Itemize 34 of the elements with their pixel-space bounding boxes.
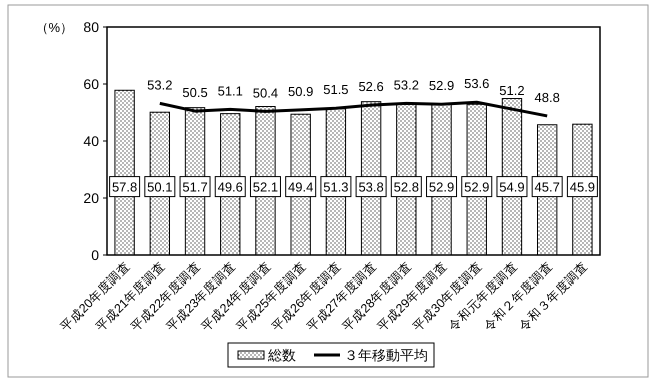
data-label: 53.8 xyxy=(358,180,384,195)
data-label: 54.9 xyxy=(499,180,525,195)
data-label: 50.5 xyxy=(182,85,208,100)
data-label: 51.3 xyxy=(323,180,349,195)
legend-label: ３年移動平均 xyxy=(344,347,428,363)
data-label: 52.9 xyxy=(464,180,490,195)
data-label: 50.4 xyxy=(252,85,278,100)
data-label: 52.8 xyxy=(394,180,419,195)
data-label: 53.2 xyxy=(394,77,419,92)
data-label: 52.9 xyxy=(428,180,454,195)
y-axis-title: （%） xyxy=(35,20,73,35)
data-label: 53.6 xyxy=(464,76,490,92)
data-label: 50.9 xyxy=(288,84,314,99)
data-label: 51.5 xyxy=(323,82,349,98)
data-label: 49.4 xyxy=(288,180,314,195)
data-label: 50.1 xyxy=(147,180,172,195)
data-label: 57.8 xyxy=(112,180,138,195)
y-tick-label: 20 xyxy=(83,190,100,206)
data-label: 48.8 xyxy=(534,90,560,105)
data-label: 52.9 xyxy=(428,78,454,94)
data-label: 52.1 xyxy=(252,180,278,195)
data-label: 53.2 xyxy=(147,77,172,92)
data-label: 51.7 xyxy=(182,180,208,195)
data-label: 45.7 xyxy=(534,180,560,195)
y-tick-label: 0 xyxy=(91,247,100,263)
y-tick-label: 40 xyxy=(83,133,100,149)
legend-label: 総数 xyxy=(267,347,296,363)
data-label: 51.2 xyxy=(499,83,525,98)
data-label: 45.9 xyxy=(570,180,596,195)
data-label: 52.6 xyxy=(358,79,384,94)
y-tick-label: 80 xyxy=(83,19,100,35)
data-label: 49.6 xyxy=(218,180,243,195)
data-label: 51.1 xyxy=(218,83,243,98)
y-tick-label: 60 xyxy=(83,76,100,92)
